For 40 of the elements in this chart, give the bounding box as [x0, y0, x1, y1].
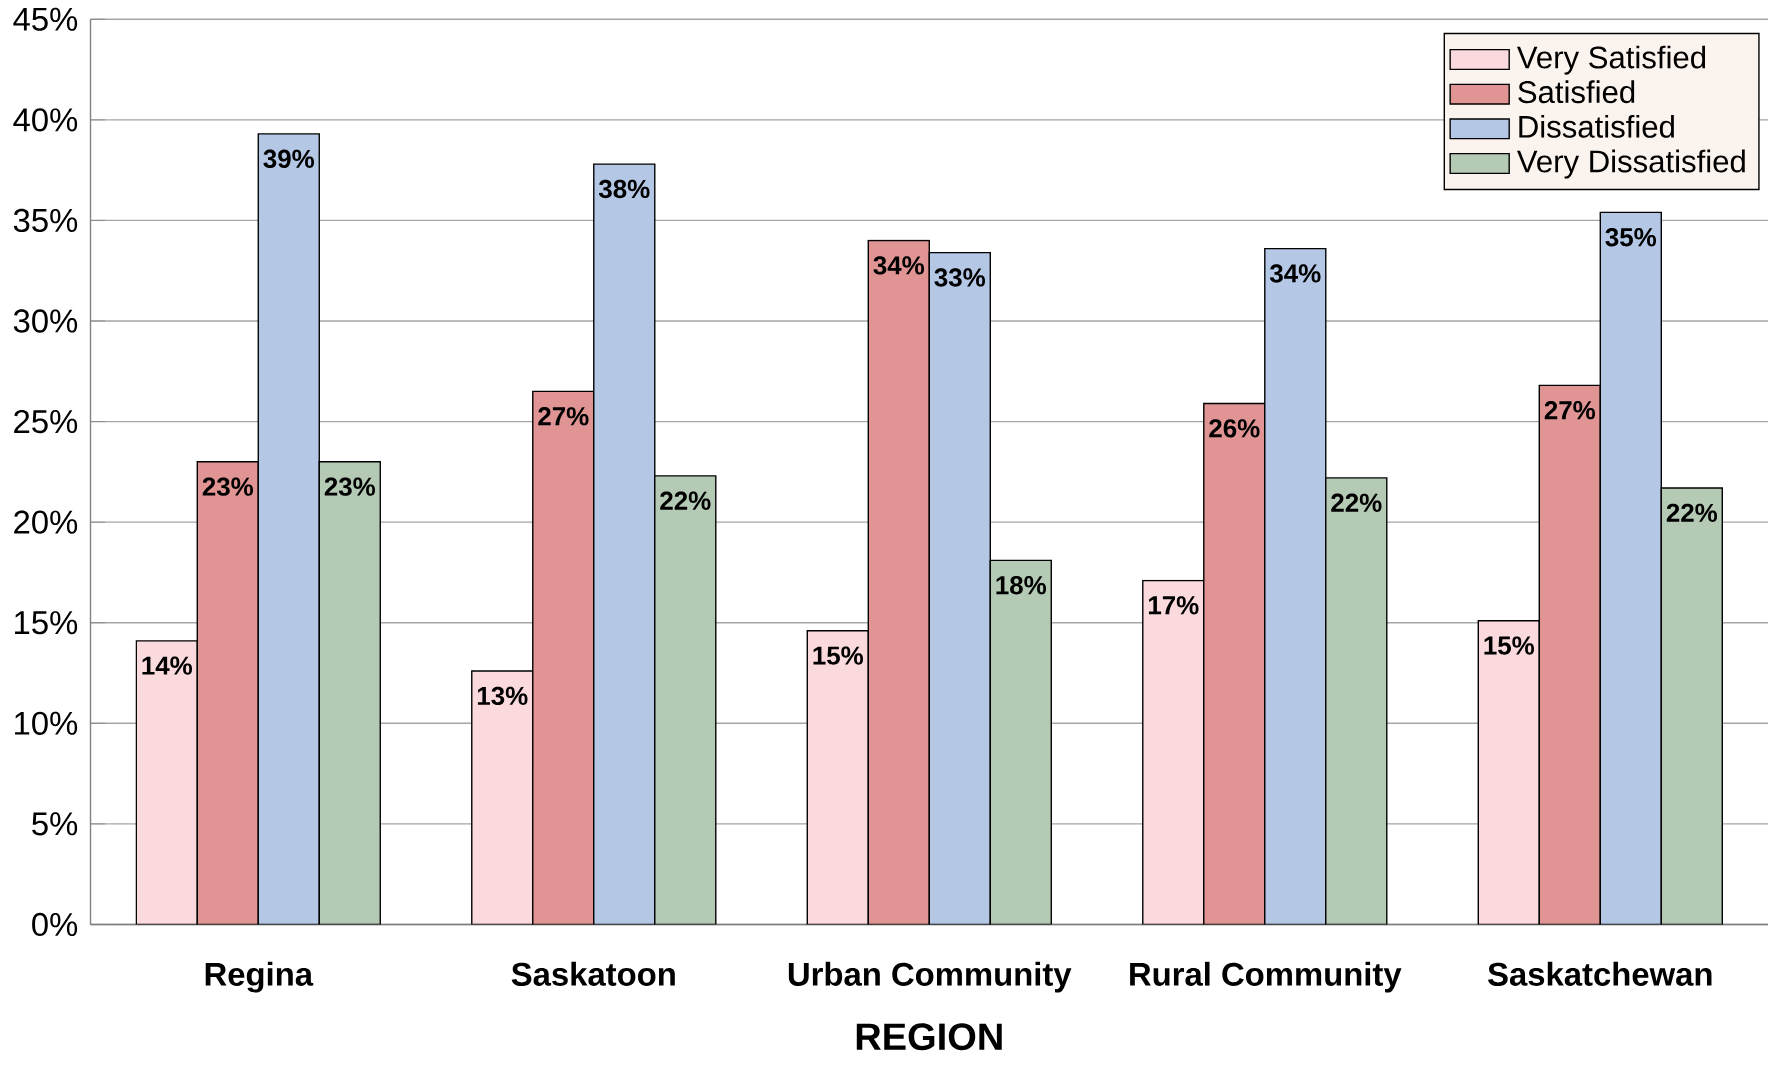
y-tick-label: 45% — [13, 7, 78, 31]
y-tick-label: 35% — [13, 208, 78, 233]
data-label: 34% — [1269, 264, 1321, 283]
data-label: 22% — [1666, 503, 1718, 522]
data-label: 18% — [996, 576, 1047, 595]
data-label: 23% — [324, 477, 375, 496]
y-tick-label: 10% — [15, 711, 78, 735]
y-tick-label: 5% — [32, 812, 78, 836]
data-label: 35% — [1605, 228, 1657, 247]
data-label: 13% — [477, 686, 528, 706]
data-label: 38% — [598, 179, 650, 199]
x-tick-label: Saskatoon — [511, 961, 675, 986]
data-label: 34% — [873, 256, 925, 275]
y-tick-label: 0% — [32, 912, 78, 937]
y-tick-label: 20% — [14, 510, 78, 534]
x-tick-label: Regina — [205, 961, 314, 993]
data-label: 17% — [1148, 596, 1199, 615]
legend-label: Dissatisfied — [1519, 114, 1674, 138]
data-label: 14% — [142, 656, 192, 675]
y-tick-label: 40% — [13, 108, 78, 132]
data-label: 33% — [934, 268, 986, 287]
data-label: 15% — [1484, 636, 1535, 655]
y-tick-label: 15% — [15, 611, 78, 635]
x-tick-label: Rural Community — [1130, 961, 1402, 993]
y-tick-label: 25% — [14, 409, 78, 434]
x-tick-label: Saskatchewan — [1488, 961, 1712, 986]
data-label: 27% — [1544, 401, 1596, 420]
legend-label: Satisfied — [1518, 80, 1635, 104]
data-label: 27% — [538, 407, 589, 426]
y-tick-label: 30% — [13, 309, 78, 333]
data-label: 22% — [1331, 493, 1382, 512]
data-label: 22% — [660, 491, 711, 510]
legend-label: Very Satisfied — [1516, 45, 1706, 75]
x-axis-title: REGION — [856, 1023, 1002, 1051]
data-label: 15% — [813, 646, 864, 665]
data-label: 26% — [1209, 419, 1260, 438]
data-label: 39% — [263, 149, 314, 168]
data-label: 23% — [202, 477, 253, 496]
legend-label: Very Dissatisfied — [1516, 149, 1745, 179]
x-tick-label: Urban Community — [788, 961, 1072, 993]
